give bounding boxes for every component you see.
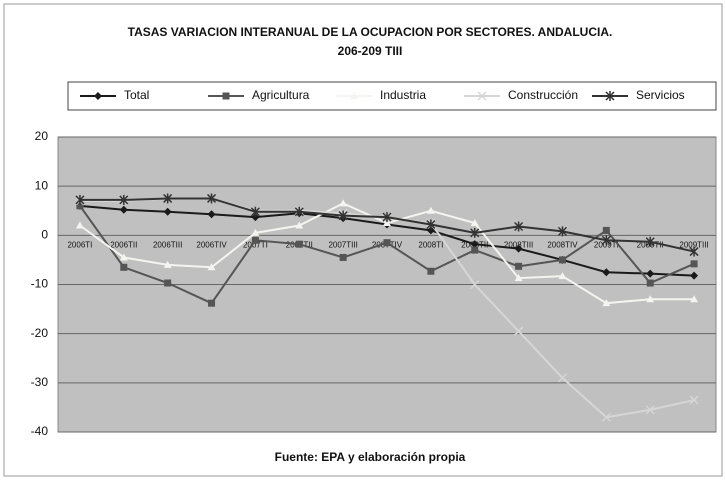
marker [382, 212, 392, 223]
marker [295, 221, 304, 229]
marker [426, 219, 436, 230]
legend-label: Industria [380, 88, 426, 102]
marker [426, 206, 435, 214]
marker [163, 193, 173, 204]
marker [689, 246, 699, 257]
marker [75, 194, 85, 205]
marker [690, 295, 699, 303]
marker [558, 272, 567, 280]
marker [427, 267, 435, 275]
x-tick-label: 2006TI [67, 240, 92, 249]
y-tick-label: 10 [35, 178, 49, 192]
note: Fuente: EPA y elaboración propia [275, 450, 466, 464]
marker [426, 226, 435, 235]
marker [514, 326, 524, 336]
legend-marker [222, 92, 230, 100]
marker [557, 226, 567, 237]
marker [602, 299, 611, 307]
marker [558, 256, 566, 264]
y-tick-label: -40 [31, 424, 49, 438]
marker [515, 262, 523, 270]
legend-label: Servicios [636, 88, 685, 102]
legend-marker [477, 91, 487, 101]
marker [557, 373, 567, 383]
marker [470, 227, 480, 238]
y-tick-label: 20 [35, 129, 49, 143]
marker [645, 236, 655, 247]
marker [119, 205, 128, 214]
marker [163, 260, 172, 268]
y-tick-label: 0 [41, 228, 48, 242]
legend-marker [350, 92, 358, 99]
marker [690, 271, 699, 280]
marker [207, 263, 216, 271]
y-tick-label: -20 [31, 326, 49, 340]
marker [164, 279, 172, 287]
marker [120, 263, 128, 271]
marker [339, 199, 348, 207]
marker [601, 412, 611, 422]
marker [470, 240, 479, 249]
marker [601, 235, 611, 246]
marker [470, 279, 480, 290]
marker [251, 236, 259, 244]
marker [163, 207, 172, 216]
marker [514, 221, 524, 232]
x-tick-label: 2006TIII [153, 240, 182, 249]
marker [208, 299, 216, 307]
y-tick-label: -10 [31, 277, 49, 291]
marker [602, 226, 610, 234]
marker [339, 253, 347, 261]
marker [119, 194, 129, 205]
marker [294, 206, 304, 217]
x-tick-label: 2007TI [243, 240, 268, 249]
marker [645, 405, 655, 415]
x-tick-label: 2008TI [418, 240, 443, 249]
marker [602, 268, 611, 277]
marker [383, 219, 391, 227]
x-tick-label: 2007TIII [328, 240, 357, 249]
marker [646, 269, 655, 278]
marker [251, 213, 260, 222]
x-tick-label: 2009TIII [679, 240, 708, 249]
legend-marker [605, 91, 615, 101]
marker [514, 274, 523, 282]
marker [514, 244, 523, 253]
marker [690, 260, 698, 268]
marker [338, 210, 348, 221]
chart-title: TASAS VARIACION INTERANUAL DE LA OCUPACI… [128, 25, 613, 39]
marker [470, 219, 479, 227]
legend-label: Construcción [508, 88, 578, 102]
marker [250, 206, 260, 217]
marker [76, 202, 84, 210]
x-tick-label: 2008TIV [547, 240, 578, 249]
x-tick-label: 2006TII [110, 240, 137, 249]
y-tick-label: -30 [31, 375, 49, 389]
x-tick-label: 2006TIV [196, 240, 227, 249]
marker [207, 210, 216, 219]
marker [646, 295, 655, 303]
legend-marker [94, 92, 102, 100]
legend-label: Agricultura [252, 88, 310, 102]
chart-subtitle: 206-209 TIII [338, 44, 403, 58]
marker [689, 395, 699, 405]
legend-label: Total [124, 88, 149, 102]
marker [471, 246, 479, 254]
marker [251, 228, 260, 236]
marker [75, 221, 84, 229]
marker [383, 239, 391, 247]
marker [207, 193, 217, 204]
marker [646, 279, 654, 287]
marker [295, 240, 303, 248]
marker [119, 253, 128, 261]
